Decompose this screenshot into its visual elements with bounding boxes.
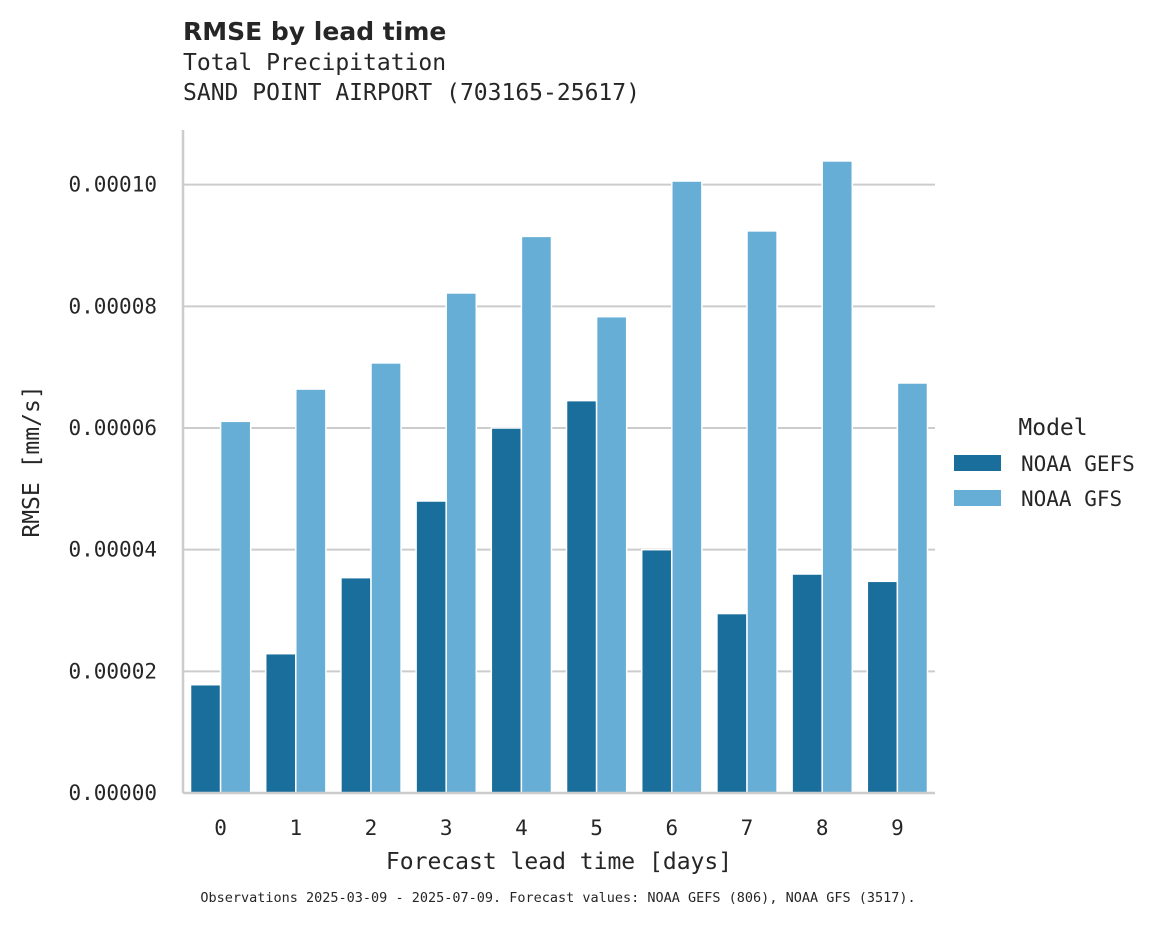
chart-footnote: Observations 2025-03-09 - 2025-07-09. Fo… bbox=[200, 890, 916, 906]
x-tick-label: 9 bbox=[891, 816, 904, 840]
y-tick-label: 0.00008 bbox=[68, 294, 157, 318]
bar bbox=[866, 580, 899, 794]
bar bbox=[671, 180, 703, 794]
bar bbox=[565, 399, 598, 794]
legend-title: Model bbox=[1018, 415, 1087, 441]
bar bbox=[490, 427, 523, 794]
bar bbox=[520, 235, 553, 794]
bar bbox=[821, 160, 854, 794]
chart-title-block: RMSE by lead time Total Precipitation SA… bbox=[183, 16, 640, 108]
x-axis-label: Forecast lead time [days] bbox=[386, 849, 732, 875]
y-tick-label: 0.00006 bbox=[68, 416, 157, 440]
bar bbox=[370, 362, 402, 794]
y-tick-label: 0.00000 bbox=[68, 781, 157, 805]
legend-label: NOAA GFS bbox=[1021, 487, 1122, 511]
y-tick-label: 0.00004 bbox=[68, 538, 157, 562]
bar bbox=[219, 420, 252, 794]
bar bbox=[340, 576, 372, 794]
x-tick-label: 4 bbox=[515, 816, 528, 840]
x-tick-label: 3 bbox=[440, 816, 453, 840]
y-tick-label: 0.00002 bbox=[68, 659, 157, 683]
legend-swatch bbox=[954, 455, 1001, 471]
bar bbox=[445, 292, 478, 794]
bar bbox=[716, 612, 748, 794]
x-tick-label: 7 bbox=[741, 816, 754, 840]
legend-swatch bbox=[954, 490, 1001, 506]
bar bbox=[791, 573, 823, 794]
y-axis-label: RMSE [mm/s] bbox=[19, 385, 45, 537]
x-tick-label: 5 bbox=[590, 816, 603, 840]
bar bbox=[640, 548, 673, 794]
chart-subtitle-station: SAND POINT AIRPORT (703165-25617) bbox=[183, 80, 640, 106]
legend-label: NOAA GEFS bbox=[1021, 452, 1135, 476]
chart-subtitle-variable: Total Precipitation bbox=[183, 50, 447, 76]
bar bbox=[415, 500, 447, 794]
bar bbox=[896, 382, 929, 794]
bar bbox=[595, 315, 628, 794]
chart-title: RMSE by lead time bbox=[183, 17, 447, 46]
x-tick-label: 0 bbox=[214, 816, 227, 840]
x-tick-label: 1 bbox=[289, 816, 302, 840]
bar bbox=[264, 652, 297, 794]
x-tick-label: 8 bbox=[816, 816, 829, 840]
bar bbox=[189, 683, 222, 794]
bar bbox=[295, 388, 327, 794]
x-tick-label: 6 bbox=[665, 816, 678, 840]
x-tick-label: 2 bbox=[365, 816, 378, 840]
y-tick-label: 0.00010 bbox=[68, 173, 157, 197]
bar bbox=[746, 230, 778, 794]
